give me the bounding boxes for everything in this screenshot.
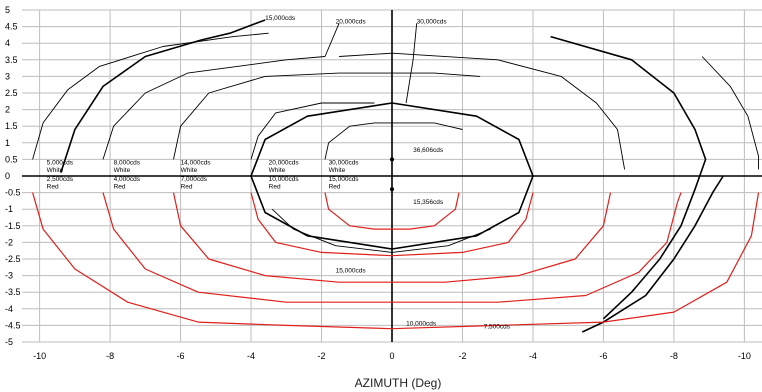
- annotation-label: 4,000cds: [114, 176, 141, 183]
- y-tick-label: -3: [5, 271, 13, 281]
- annotation-label: White: [114, 167, 131, 174]
- peak-marker: [390, 157, 394, 162]
- series-line: [172, 192, 612, 283]
- annotation-label: 10,000cds: [269, 176, 300, 183]
- y-tick-label: -5: [5, 337, 13, 347]
- series-line: [271, 208, 491, 253]
- annotation-label: Red: [181, 184, 193, 191]
- series-line: [32, 32, 269, 160]
- annotation-label: 7,500cds: [484, 324, 511, 331]
- series-line: [324, 192, 460, 230]
- annotation-label: 8,000cds: [114, 159, 141, 166]
- annotation-label: 20,000cds: [336, 18, 367, 25]
- annotation-label: White: [181, 167, 198, 174]
- y-tick-label: 2: [5, 105, 10, 115]
- axes: [22, 10, 762, 342]
- y-tick-label: 3: [5, 71, 10, 81]
- annotation-label: 2,500cds: [47, 176, 74, 183]
- annotation-label: White: [329, 167, 346, 174]
- y-tick-label: -1: [5, 204, 13, 214]
- y-tick-label: 2.5: [5, 88, 18, 98]
- annotation-label: 15,356cds: [413, 199, 444, 206]
- annotation-label: 7,000cds: [181, 176, 208, 183]
- y-tick-label: 4: [5, 38, 10, 48]
- series-line: [102, 192, 682, 303]
- y-tick-label: 1: [5, 138, 10, 148]
- series-line: [250, 102, 375, 160]
- y-tick-label: -3.5: [5, 287, 21, 297]
- series-line: [173, 72, 481, 160]
- annotation-label: 5,000cds: [47, 159, 74, 166]
- y-tick-label: 5: [5, 5, 10, 15]
- y-tick-label: 0: [5, 171, 10, 181]
- series-line: [250, 192, 534, 257]
- x-tick-label: -4: [529, 351, 537, 361]
- annotation-label: 30,000cds: [417, 18, 448, 25]
- series-line: [250, 102, 534, 250]
- peak-marker: [390, 187, 394, 192]
- y-tick-label: 1.5: [5, 121, 18, 131]
- series-line: [701, 56, 759, 170]
- x-tick-label: -6: [177, 351, 185, 361]
- annotations: 15,000cds 20,000cds 30,000cds5,000cdsWhite…: [47, 15, 511, 331]
- annotation-label: Red: [114, 184, 126, 191]
- annotation-label: Red: [269, 184, 281, 191]
- x-tick-label: -8: [670, 351, 678, 361]
- series-line: [339, 52, 626, 170]
- annotation-label: 15,000cds: [265, 15, 296, 22]
- annotation-label: White: [269, 167, 286, 174]
- annotation-label: 20,000cds: [269, 159, 300, 166]
- y-tick-label: 0.5: [5, 154, 18, 164]
- x-tick-label: -2: [458, 351, 466, 361]
- y-tick-label: 4.5: [5, 22, 18, 32]
- y-tick-label: -2.5: [5, 254, 21, 264]
- annotation-label: 15,000cds: [336, 267, 367, 274]
- y-tick-label: -0.5: [5, 188, 21, 198]
- x-tick-label: -2: [318, 351, 326, 361]
- series-line: [60, 19, 266, 173]
- annotation-label: White: [47, 167, 64, 174]
- x-tick-label: -6: [599, 351, 607, 361]
- series-line: [324, 122, 463, 160]
- y-tick-label: 3.5: [5, 55, 18, 65]
- annotation-label: Red: [329, 184, 341, 191]
- series-line: [550, 35, 707, 320]
- annotation-label: 10,000cds: [406, 320, 437, 327]
- x-tick-label: -8: [106, 351, 114, 361]
- series-line: [32, 192, 760, 330]
- series-line: [405, 23, 418, 104]
- y-tick-label: -4: [5, 304, 13, 314]
- tick-labels: 5 4.5 4 3.5 3 2.5 2 1.5 1 0.5 0 -0.5 -1 -1.5 -2 -2.5 -3 -…: [5, 5, 751, 361]
- x-tick-label: -10: [738, 351, 751, 361]
- x-axis-title: AZIMUTH (Deg): [355, 376, 442, 390]
- annotation-label: 15,000cds: [329, 176, 360, 183]
- series-group: [32, 19, 760, 333]
- x-tick-label: 0: [389, 351, 394, 361]
- annotation-label: 14,000cds: [181, 159, 212, 166]
- series-line: [102, 23, 340, 160]
- annotation-label: Red: [47, 184, 59, 191]
- y-tick-label: -2: [5, 237, 13, 247]
- y-tick-label: -1.5: [5, 221, 21, 231]
- annotation-label: 36,606cds: [413, 147, 444, 154]
- x-tick-label: -4: [247, 351, 255, 361]
- y-tick-label: -4.5: [5, 320, 21, 330]
- x-tick-label: -10: [33, 351, 46, 361]
- annotation-label: 30,000cds: [329, 159, 360, 166]
